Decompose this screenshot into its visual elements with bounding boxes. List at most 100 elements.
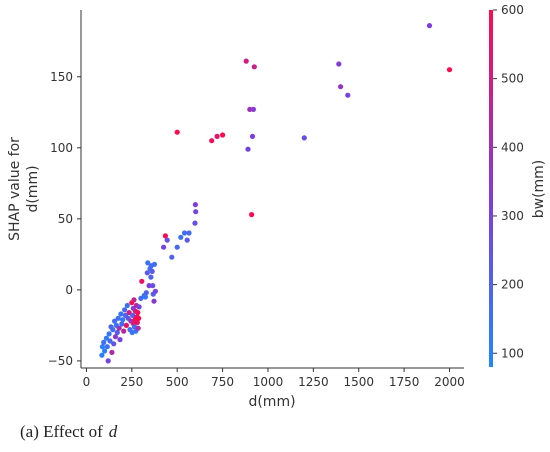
data-point xyxy=(214,133,220,139)
data-point xyxy=(161,244,167,250)
data-point xyxy=(249,133,256,139)
caption-variable: d xyxy=(108,422,118,441)
x-tick-label: 500 xyxy=(166,375,189,389)
colorbar-tick-label: 400 xyxy=(501,140,524,154)
data-point xyxy=(250,106,256,112)
data-point xyxy=(110,327,116,333)
data-point xyxy=(126,310,132,316)
colorbar xyxy=(489,10,493,367)
data-point xyxy=(152,288,158,294)
data-point xyxy=(209,138,215,144)
data-point xyxy=(446,67,453,73)
data-point xyxy=(105,358,111,364)
x-tick-label: 250 xyxy=(120,375,143,389)
y-tick-label: 0 xyxy=(65,283,73,297)
data-point xyxy=(142,294,148,300)
x-tick-label: 1000 xyxy=(253,375,284,389)
data-point xyxy=(131,297,137,303)
data-point xyxy=(162,233,168,239)
data-point xyxy=(136,315,142,321)
x-tick-label: 750 xyxy=(211,375,234,389)
data-point xyxy=(192,220,198,226)
data-point xyxy=(146,283,152,289)
x-ticks: 0 250 500 750 1000 1250 1500 1750 2000 xyxy=(83,368,465,389)
data-point xyxy=(120,317,126,323)
data-point xyxy=(249,212,255,218)
data-point xyxy=(164,237,170,243)
data-point xyxy=(139,278,145,284)
data-point xyxy=(186,230,192,236)
data-point xyxy=(102,348,108,354)
colorbar-tick-label: 100 xyxy=(501,346,524,360)
data-point xyxy=(192,202,198,208)
data-point xyxy=(174,244,180,250)
data-point xyxy=(114,329,120,336)
data-point xyxy=(109,349,115,355)
data-point xyxy=(345,92,351,98)
data-point xyxy=(101,339,107,345)
data-point xyxy=(150,283,156,289)
data-point xyxy=(104,344,110,350)
y-axis-label-line2: d(mm) xyxy=(25,165,41,212)
scatter-points xyxy=(99,23,453,364)
data-point xyxy=(135,310,141,316)
y-tick-label: −50 xyxy=(48,354,73,368)
data-point xyxy=(174,129,180,135)
data-point xyxy=(220,132,226,138)
axes xyxy=(80,10,464,369)
data-point xyxy=(148,274,154,280)
data-point xyxy=(247,106,253,112)
data-point xyxy=(106,331,112,337)
data-point xyxy=(136,304,142,310)
data-point xyxy=(245,146,251,152)
data-point xyxy=(107,338,113,344)
y-axis-label-line1: SHAP value for xyxy=(7,137,23,241)
caption-label: (a) Effect of xyxy=(20,422,103,441)
data-point xyxy=(144,270,150,276)
data-point xyxy=(301,135,307,141)
data-point xyxy=(184,237,190,243)
data-point xyxy=(117,337,123,343)
data-point xyxy=(151,261,158,267)
colorbar-ticks: 100 200 300 400 500 600 xyxy=(493,3,524,360)
data-point xyxy=(243,58,249,64)
data-point xyxy=(103,335,109,341)
colorbar-tick-label: 300 xyxy=(501,209,524,223)
data-point xyxy=(135,325,141,331)
data-point xyxy=(118,311,124,317)
data-point xyxy=(169,254,175,260)
y-tick-label: 150 xyxy=(50,70,73,84)
data-point xyxy=(112,334,119,340)
data-point xyxy=(121,328,127,334)
figure-caption: (a) Effect of d xyxy=(20,422,117,442)
x-tick-label: 1750 xyxy=(389,375,420,389)
colorbar-tick-label: 500 xyxy=(501,72,524,86)
data-point xyxy=(99,352,105,358)
data-point xyxy=(181,230,188,236)
data-point xyxy=(426,23,433,29)
colorbar-tick-label: 200 xyxy=(501,278,524,292)
data-point xyxy=(251,64,257,70)
data-point xyxy=(151,298,157,304)
data-point xyxy=(134,319,140,326)
x-tick-label: 1500 xyxy=(343,375,374,389)
data-point xyxy=(112,318,118,324)
x-tick-label: 2000 xyxy=(434,375,465,389)
data-point xyxy=(115,315,121,321)
x-tick-label: 0 xyxy=(83,375,91,389)
data-point xyxy=(130,312,136,318)
data-point xyxy=(124,302,130,309)
data-point xyxy=(145,260,151,266)
data-point xyxy=(149,268,155,274)
data-point xyxy=(193,209,199,215)
data-point xyxy=(116,325,122,331)
y-tick-label: 50 xyxy=(58,212,73,226)
data-point xyxy=(336,61,342,67)
data-point xyxy=(143,290,149,296)
y-ticks: −50 0 50 100 150 xyxy=(48,70,81,368)
data-point xyxy=(122,307,128,313)
data-point xyxy=(178,234,184,240)
y-tick-label: 100 xyxy=(50,141,73,155)
data-point xyxy=(338,84,344,90)
